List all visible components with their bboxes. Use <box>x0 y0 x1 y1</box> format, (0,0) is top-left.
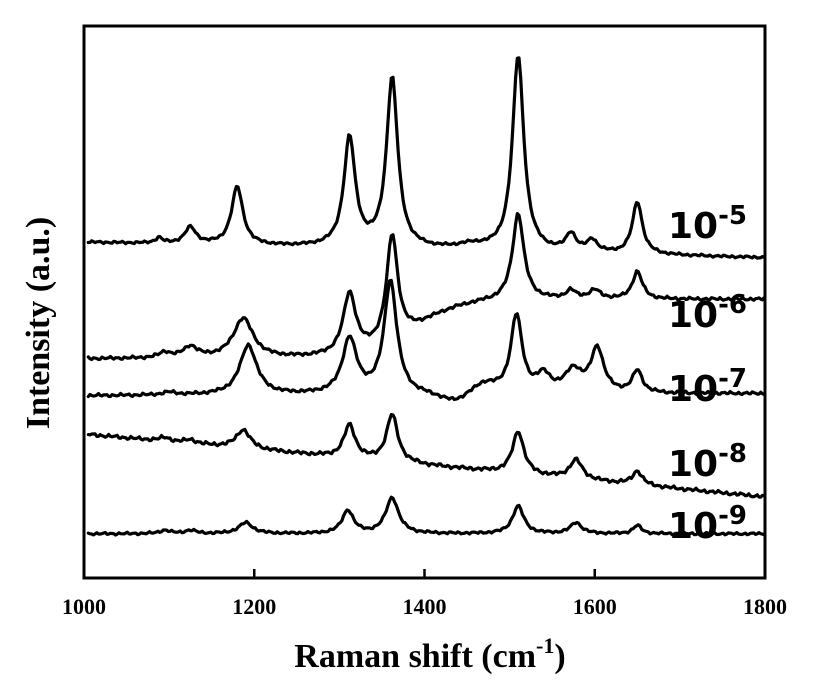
plot-frame <box>82 24 767 580</box>
x-axis-title-superscript: -1 <box>536 633 554 658</box>
series-label: 10-8 <box>668 439 747 485</box>
series-label: 10-9 <box>668 501 747 547</box>
spectrum-trace-minus9 <box>86 495 766 537</box>
x-tick-label: 1200 <box>232 594 276 619</box>
series-label: 10-7 <box>668 364 747 410</box>
spectrum-trace-minus8 <box>86 413 766 499</box>
x-tick-label: 1400 <box>403 594 447 619</box>
spectra-traces <box>86 56 766 537</box>
x-axis-ticks: 1000 1200 1400 1600 1800 <box>62 569 787 619</box>
series-label: 10-5 <box>668 201 747 247</box>
x-tick-label: 1600 <box>573 594 617 619</box>
x-tick-label: 1000 <box>62 594 106 619</box>
x-tick-label: 1800 <box>743 594 787 619</box>
y-axis-title: Intensity (a.u.) <box>20 217 57 430</box>
spectrum-trace-minus7 <box>86 278 766 402</box>
x-axis-title: Raman shift (cm-1) <box>294 633 565 675</box>
spectrum-trace-minus6 <box>86 212 766 362</box>
spectrum-trace-minus5 <box>86 56 766 260</box>
series-label: 10-6 <box>668 290 747 336</box>
series-labels: 10-5 10-6 10-7 10-8 10-9 <box>668 201 747 547</box>
